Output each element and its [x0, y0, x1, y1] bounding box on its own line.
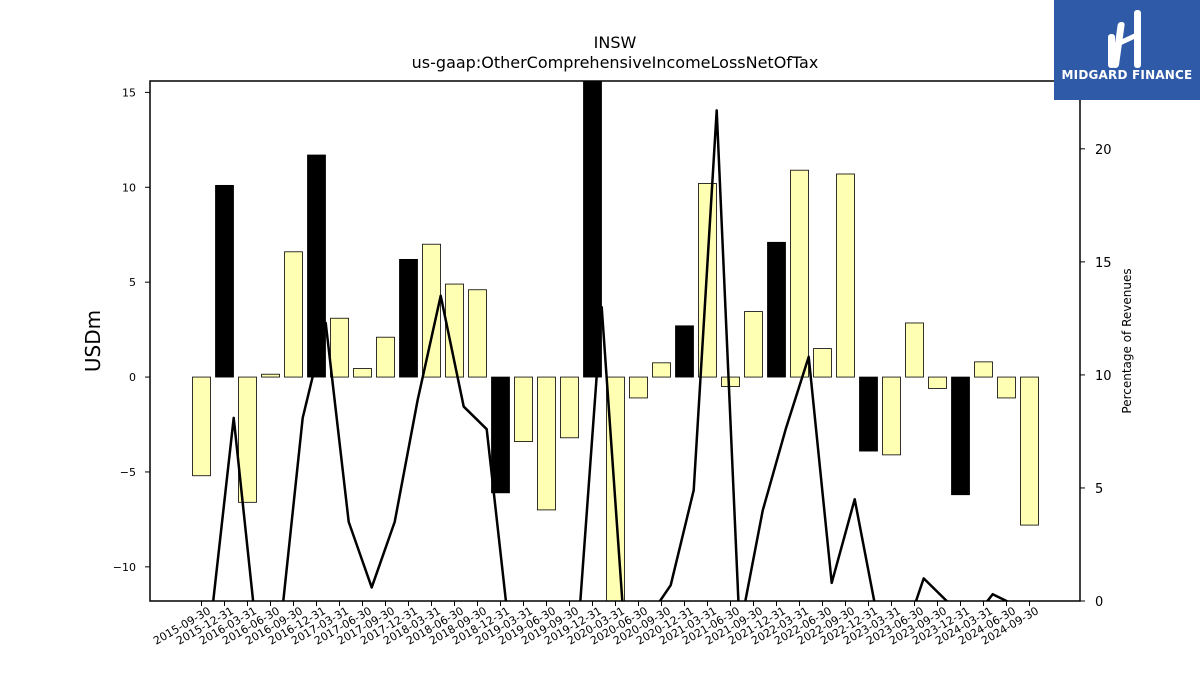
bar-2023-03-31	[882, 376, 901, 456]
bar-2016-06-30	[261, 373, 280, 378]
midgard-logo-icon	[1108, 10, 1141, 68]
bars	[192, 81, 1039, 601]
logo: MIDGARD FINANCE	[1054, 0, 1200, 100]
chart-subtitle: us-gaap:OtherComprehensiveIncomeLossNetO…	[411, 53, 819, 72]
bar-2018-09-30	[468, 289, 487, 378]
right-axis: 0 5 10 15 20	[1080, 143, 1112, 610]
bar-2019-03-31	[514, 376, 533, 442]
revenue-percentage-polyline	[211, 109, 1010, 601]
bar-2024-09-30	[1020, 376, 1039, 526]
bar-2018-06-30	[445, 283, 464, 378]
y2-tick-label: 5	[1095, 482, 1103, 497]
bar-2020-12-31	[675, 325, 694, 378]
logo-text: MIDGARD FINANCE	[1061, 68, 1193, 82]
bar-2023-09-30	[928, 376, 947, 389]
y-tick-label: −10	[113, 561, 136, 574]
bar-2023-12-31	[951, 376, 970, 496]
y2-tick-label: 15	[1095, 256, 1112, 271]
bar-2017-09-30	[376, 336, 395, 378]
bar-2020-09-30	[652, 362, 671, 378]
y2-axis-label: Percentage of Revenues	[1120, 268, 1134, 413]
bar-2015-09-30	[192, 376, 211, 477]
bar-2022-03-31	[790, 169, 809, 378]
left-axis: −10 −5 0 5 10 15	[113, 86, 150, 574]
y-tick-label: 10	[122, 181, 136, 194]
y2-tick-label: 0	[1095, 595, 1103, 610]
bar-2017-12-31	[399, 258, 418, 378]
bar-2018-03-31	[422, 243, 441, 378]
bar-2021-06-30	[721, 376, 740, 387]
bar-2016-09-30	[284, 251, 303, 378]
y-tick-label: −5	[120, 466, 136, 479]
y2-tick-label: 20	[1095, 143, 1112, 158]
revenue-percentage-line	[211, 109, 1010, 601]
bar-2019-12-31	[583, 81, 602, 378]
bar-2021-12-31	[767, 241, 786, 378]
bar-2022-12-31	[859, 376, 878, 452]
bar-2019-06-30	[537, 376, 556, 511]
x-axis: 2015-09-302015-12-312016-03-312016-06-30…	[151, 601, 1041, 648]
chart-title: INSW	[593, 33, 637, 52]
bar-2022-06-30	[813, 348, 832, 378]
y-tick-label: 15	[122, 86, 136, 99]
bar-2024-03-31	[974, 361, 993, 378]
y-tick-label: 0	[129, 371, 136, 384]
y-axis-label: USDm	[81, 310, 105, 372]
y-tick-label: 5	[129, 276, 136, 289]
bar-2017-03-31	[330, 317, 349, 378]
bar-2015-12-31	[215, 184, 234, 378]
bar-2016-03-31	[238, 376, 257, 503]
bar-2023-06-30	[905, 322, 924, 378]
bar-2017-06-30	[353, 368, 372, 378]
bar-2020-06-30	[629, 376, 648, 399]
y2-tick-label: 10	[1095, 369, 1112, 384]
bar-2022-09-30	[836, 173, 855, 378]
bar-2024-06-30	[997, 376, 1016, 399]
bar-2016-12-31	[307, 154, 326, 378]
bar-2019-09-30	[560, 376, 579, 439]
bar-2021-09-30	[744, 311, 763, 378]
bar-2018-12-31	[491, 376, 510, 494]
